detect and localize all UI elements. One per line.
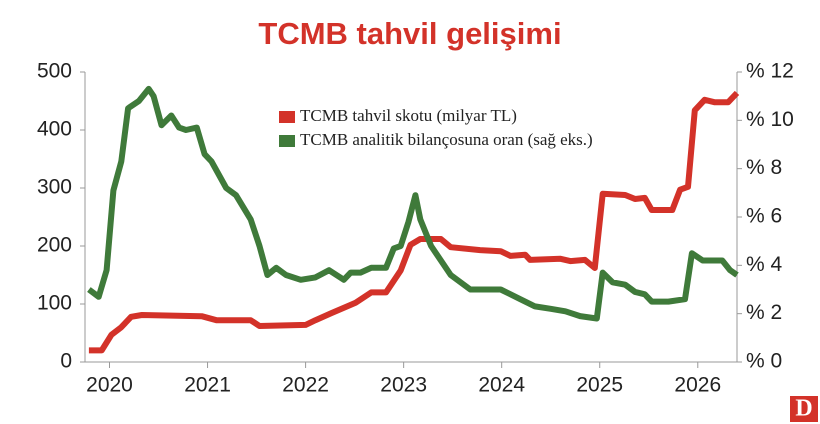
legend-swatch — [279, 135, 295, 147]
chart-title: TCMB tahvil gelişimi — [258, 16, 561, 51]
y2-tick-label: % 4 — [746, 253, 783, 276]
x-tick-label: 2025 — [576, 374, 623, 397]
logo-box — [790, 396, 818, 422]
y-tick-label: 500 — [37, 60, 72, 83]
y2-tick-label: % 2 — [746, 301, 782, 324]
y2-tick-label: % 8 — [746, 156, 782, 179]
legend-label: TCMB tahvil skotu (milyar TL) — [300, 106, 517, 125]
x-tick-label: 2023 — [380, 374, 427, 397]
y2-tick-label: % 10 — [746, 108, 794, 131]
series-line — [87, 85, 739, 322]
y2-tick-label: % 0 — [746, 350, 782, 373]
x-tick-label: 2022 — [282, 374, 329, 397]
y-tick-label: 300 — [37, 176, 72, 199]
y2-tick-label: % 6 — [746, 205, 782, 228]
y-tick-label: 0 — [60, 350, 72, 373]
y-tick-label: 100 — [37, 292, 72, 315]
x-tick-label: 2024 — [478, 374, 525, 397]
x-tick-label: 2020 — [86, 374, 133, 397]
legend-label: TCMB analitik bilançosuna oran (sağ eks.… — [300, 130, 593, 149]
logo: D — [795, 396, 812, 422]
series-line — [88, 90, 740, 354]
y2-tick-label: % 12 — [746, 60, 794, 83]
y-tick-label: 200 — [37, 234, 72, 257]
x-tick-label: 2021 — [184, 374, 231, 397]
legend-swatch — [279, 111, 295, 123]
x-tick-label: 2026 — [674, 374, 721, 397]
y-tick-label: 400 — [37, 118, 72, 141]
